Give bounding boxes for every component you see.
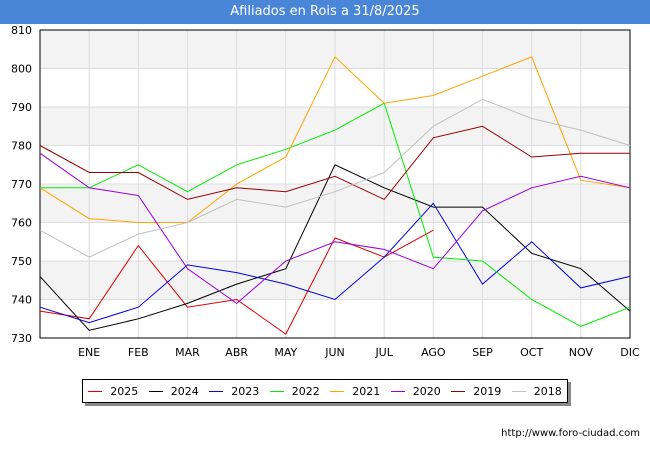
y-tick-label: 770 [11, 178, 32, 191]
legend-swatch [511, 390, 526, 392]
y-tick-label: 730 [11, 332, 32, 345]
x-tick-label: JUL [374, 346, 393, 359]
series-line-2018 [39, 98, 631, 258]
series-line-2023 [39, 202, 631, 324]
legend-swatch [451, 390, 466, 392]
chart-title: Afiliados en Rois a 31/8/2025 [0, 0, 650, 24]
legend-item-2022: 2022 [269, 384, 320, 398]
legend-label: 2020 [412, 384, 441, 398]
series-line-2020 [39, 152, 631, 305]
legend-item-2024: 2024 [148, 384, 199, 398]
legend-item-2018: 2018 [511, 384, 562, 398]
legend-item-2019: 2019 [451, 385, 501, 398]
series-line-2019 [39, 125, 630, 201]
chart-legend: 2025 2024 2023 2022 2021 2020 2019 2018 [82, 379, 568, 403]
legend-swatch [330, 390, 345, 392]
x-tick-label: MAR [175, 346, 200, 359]
y-tick-label: 790 [11, 101, 32, 114]
x-tick-label: ABR [225, 346, 248, 359]
legend-item-2021: 2021 [330, 385, 380, 398]
x-tick-label: MAY [274, 346, 297, 359]
legend-item-2023: 2023 [209, 385, 259, 398]
legend-swatch [148, 390, 163, 392]
x-tick-label: SEP [472, 346, 493, 359]
legend-label: 2018 [533, 384, 562, 398]
legend-swatch [209, 390, 224, 392]
y-tick-label: 740 [11, 294, 32, 307]
y-tick-label: 750 [11, 255, 32, 268]
series-line-2022 [40, 102, 631, 327]
y-tick-label: 780 [11, 140, 32, 153]
legend-item-2025: 2025 [88, 385, 138, 398]
legend-item-2020: 2020 [390, 384, 441, 398]
y-tick-label: 800 [11, 63, 32, 76]
series-line-2021 [39, 56, 631, 223]
series-line-2025 [39, 229, 434, 335]
x-tick-label: AGO [421, 346, 446, 359]
y-tick-label: 810 [11, 24, 32, 37]
y-tick-label: 760 [11, 217, 32, 230]
legend-label: 2024 [170, 384, 199, 398]
plot-frame [39, 29, 631, 339]
legend-label: 2019 [473, 384, 502, 398]
x-tick-label: OCT [520, 346, 543, 359]
legend-swatch [269, 390, 284, 392]
x-tick-label: ENE [78, 346, 100, 359]
x-tick-label: FEB [128, 346, 149, 359]
series-line-2024 [39, 164, 631, 331]
x-tick-label: NOV [569, 346, 594, 359]
source-link[interactable]: http://www.foro-ciudad.com [501, 428, 640, 439]
legend-swatch [88, 390, 103, 392]
legend-label: 2021 [352, 384, 381, 398]
legend-swatch [390, 390, 405, 392]
x-tick-label: DIC [620, 346, 640, 359]
legend-label: 2023 [231, 384, 260, 398]
x-tick-label: JUN [324, 346, 345, 359]
legend-label: 2022 [291, 384, 320, 398]
legend-label: 2025 [110, 384, 139, 398]
